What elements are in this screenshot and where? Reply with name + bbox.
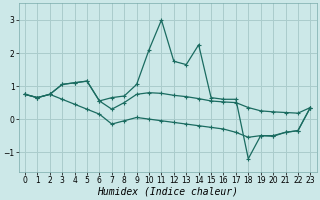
X-axis label: Humidex (Indice chaleur): Humidex (Indice chaleur) [97,187,238,197]
